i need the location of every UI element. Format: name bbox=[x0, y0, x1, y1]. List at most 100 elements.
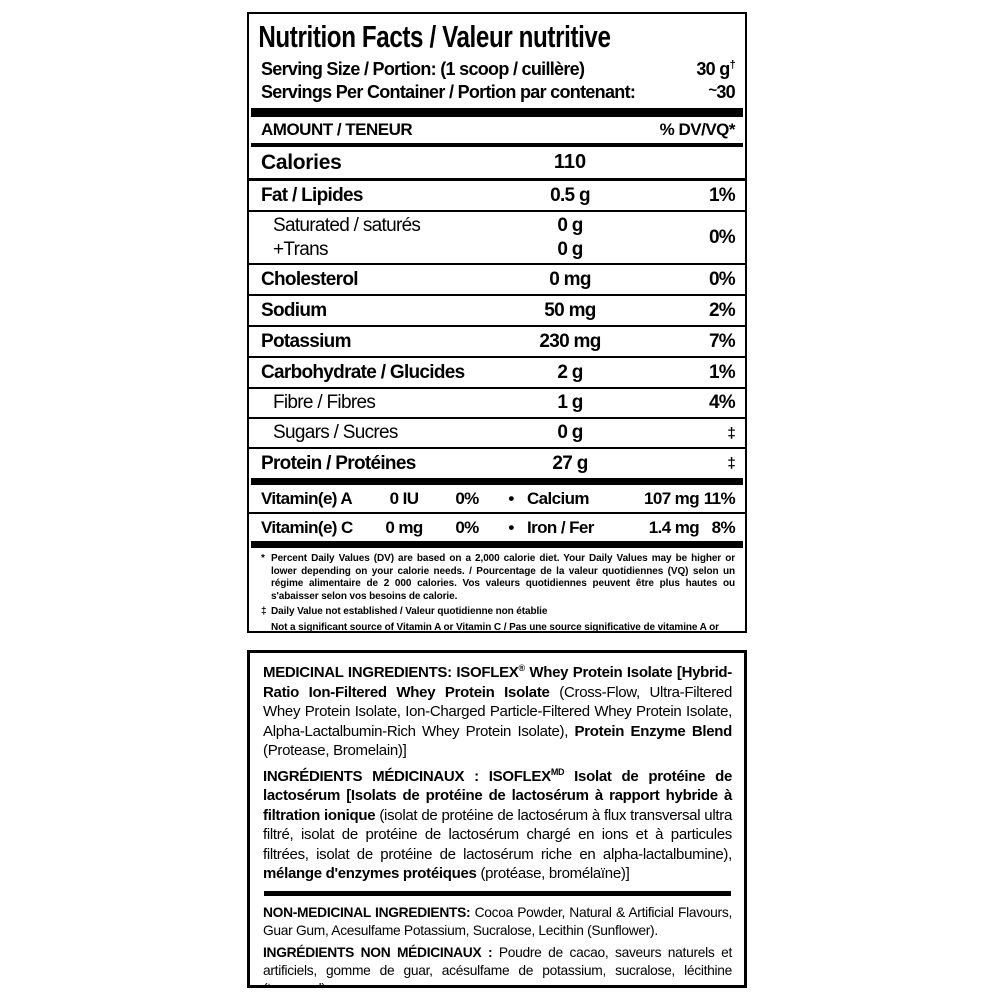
nutrient-amount: 27 g bbox=[552, 452, 588, 474]
nutrient-label: Fibre / Fibres bbox=[273, 392, 376, 413]
registered-trademark-symbol: ® bbox=[518, 663, 525, 673]
mineral-name: Calcium bbox=[527, 488, 590, 508]
nutrient-dv: 1% bbox=[708, 184, 736, 206]
calories-label: Calories bbox=[261, 150, 342, 174]
footnote-not-established: ‡ Daily Value not established / Valeur q… bbox=[261, 606, 735, 619]
column-header-row: AMOUNT / TENEUR % DV/VQ* bbox=[249, 117, 745, 143]
ingredient-segment: mélange d'enzymes protéiques bbox=[263, 865, 481, 882]
nutrient-row-saturated-trans: Saturated / saturés +Trans 0 g 0 g 0% bbox=[249, 212, 745, 265]
ingredient-segment: INGRÉDIENTS MÉDICINAUX : ISOFLEX bbox=[263, 767, 551, 785]
nutrient-row-cholesterol: Cholesterol 0 mg 0% bbox=[249, 265, 745, 296]
md-trademark-symbol: MD bbox=[550, 766, 565, 777]
footnote-not-significant: Not a significant source of Vitamin A or… bbox=[261, 621, 735, 633]
nutrient-label: +Trans bbox=[273, 238, 328, 260]
vitamin-name: Vitamin(e) C bbox=[261, 517, 353, 537]
vitamin-amount: 0 mg bbox=[385, 517, 423, 537]
nutrient-dv: 0% bbox=[708, 226, 736, 248]
vitamin-name: Vitamin(e) A bbox=[261, 488, 353, 508]
nutrition-facts-panel: Nutrition Facts / Valeur nutritive Servi… bbox=[247, 12, 747, 633]
serving-size-value: 30 g† bbox=[696, 59, 736, 79]
ingredient-segment: (Cross-Flow, Ultra-Filtered Whey Protein… bbox=[263, 683, 732, 740]
nutrient-dv: 4% bbox=[708, 392, 736, 413]
calories-value: 110 bbox=[553, 151, 587, 173]
nutrient-amount: 0.5 g bbox=[550, 184, 591, 206]
non-medicinal-ingredients-fr: INGRÉDIENTS NON MÉDICINAUX : Poudre de c… bbox=[263, 944, 732, 988]
nutrient-row-potassium: Potassium 230 mg 7% bbox=[249, 327, 745, 358]
nutrient-row-sodium: Sodium 50 mg 2% bbox=[249, 296, 745, 327]
footnotes-block: * Percent Daily Values (DV) are based on… bbox=[249, 548, 745, 633]
bullet-separator: • bbox=[508, 517, 514, 537]
ingredient-segment: Poudre de cacao, saveurs naturels et art… bbox=[263, 944, 732, 988]
nutrient-label: Cholesterol bbox=[261, 268, 359, 290]
ingredient-segment: Isolat de protéine de lactosérum [Isolat… bbox=[263, 767, 732, 824]
panel-title: Nutrition Facts / Valeur nutritive bbox=[258, 19, 611, 54]
serving-size-row: Serving Size / Portion: (1 scoop / cuill… bbox=[249, 55, 745, 80]
ingredient-segment: Whey Protein Isolate [Hybrid-Ratio Ion-F… bbox=[263, 664, 732, 701]
micronutrient-row-a-calcium: Vitamin(e) A 0 IU 0% • Calcium 107 mg 11… bbox=[249, 485, 745, 514]
mineral-amount: 1.4 mg bbox=[648, 517, 700, 537]
divider-bar-thick bbox=[251, 108, 743, 117]
mineral-name: Iron / Fer bbox=[527, 517, 594, 537]
nutrient-row-carbohydrate: Carbohydrate / Glucides 2 g 1% bbox=[249, 358, 745, 389]
nutrient-dv: 0% bbox=[708, 268, 736, 290]
dv-header-label: % DV/VQ* bbox=[659, 120, 736, 139]
nutrient-label: Protein / Protéines bbox=[261, 452, 416, 474]
mineral-amount: 107 mg bbox=[644, 488, 700, 508]
nutrient-row-protein: Protein / Protéines 27 g ‡ bbox=[249, 449, 745, 478]
nutrient-dv: ‡ bbox=[727, 455, 735, 472]
calories-row: Calories 110 bbox=[249, 147, 745, 181]
footnote-daily-values: * Percent Daily Values (DV) are based on… bbox=[261, 553, 735, 603]
nutrient-label: Fat / Lipides bbox=[261, 184, 363, 206]
ingredient-segment: Protein Enzyme Blend bbox=[574, 722, 733, 740]
ingredient-segment: INGRÉDIENTS NON MÉDICINAUX : bbox=[263, 944, 499, 960]
ingredient-segment: (isolat de protéine de lactosérum à flux… bbox=[263, 806, 732, 863]
nutrient-amount: 2 g bbox=[557, 361, 583, 383]
ingredient-segment: (protéase, bromélaïne)] bbox=[480, 865, 630, 882]
nutrient-label: Saturated / saturés bbox=[273, 214, 421, 236]
nutrient-dv: 2% bbox=[708, 299, 736, 321]
ingredient-segment: NON-MEDICINAL INGREDIENTS: bbox=[263, 904, 475, 920]
servings-per-container-row: Servings Per Container / Portion par con… bbox=[249, 80, 745, 103]
nutrient-amount: 0 g bbox=[557, 238, 583, 260]
dagger-symbol: † bbox=[729, 59, 736, 71]
nutrient-dv: 1% bbox=[708, 361, 736, 383]
nutrient-label: Sodium bbox=[261, 299, 327, 321]
footnote-text: Not a significant source of Vitamin A or… bbox=[271, 621, 719, 633]
approx-tilde: ~ bbox=[708, 82, 717, 99]
nutrient-amount: 0 g bbox=[557, 422, 583, 443]
divider-bar-thick bbox=[264, 890, 731, 896]
nutrient-dv: ‡ bbox=[727, 424, 735, 442]
nutrient-row-sugars: Sugars / Sucres 0 g ‡ bbox=[249, 419, 745, 449]
medicinal-ingredients-fr: INGRÉDIENTS MÉDICINAUX : ISOFLEXMD Isola… bbox=[263, 763, 732, 884]
servings-value: ~30 bbox=[708, 82, 735, 102]
mineral-dv: 11% bbox=[703, 488, 736, 508]
bullet-separator: • bbox=[508, 488, 514, 508]
serving-size-label: Serving Size / Portion: (1 scoop / cuill… bbox=[261, 59, 585, 79]
nutrient-row-fibre: Fibre / Fibres 1 g 4% bbox=[249, 389, 745, 419]
vitamin-amount: 0 IU bbox=[389, 488, 419, 508]
footnote-text: Daily Value not established / Valeur quo… bbox=[271, 606, 548, 617]
servings-label: Servings Per Container / Portion par con… bbox=[261, 82, 636, 102]
ingredient-segment: Cocoa Powder, Natural & Artificial Flavo… bbox=[263, 904, 732, 938]
divider-bar-thick bbox=[251, 541, 743, 548]
nutrient-label: Sugars / Sucres bbox=[273, 422, 398, 443]
divider-bar-thick bbox=[251, 478, 743, 485]
nutrient-amount: 50 mg bbox=[544, 299, 596, 321]
footnote-text: Percent Daily Values (DV) are based on a… bbox=[271, 553, 735, 602]
mineral-dv: 8% bbox=[711, 517, 736, 537]
divider-bar-medium bbox=[251, 143, 743, 147]
nutrient-amount: 0 g bbox=[557, 214, 583, 236]
ingredient-segment: MEDICINAL INGREDIENTS: ISOFLEX bbox=[263, 664, 519, 681]
ingredients-panel: MEDICINAL INGREDIENTS: ISOFLEX® Whey Pro… bbox=[247, 650, 747, 988]
micronutrient-row-c-iron: Vitamin(e) C 0 mg 0% • Iron / Fer 1.4 mg… bbox=[249, 514, 745, 541]
nutrient-label: Carbohydrate / Glucides bbox=[261, 361, 465, 383]
nutrient-dv: 7% bbox=[708, 330, 736, 352]
vitamin-dv: 0% bbox=[455, 488, 479, 508]
nutrient-amount: 230 mg bbox=[539, 330, 601, 352]
asterisk-marker: * bbox=[261, 553, 265, 564]
ingredient-segment: (Protease, Bromelain)] bbox=[263, 742, 407, 759]
medicinal-ingredients-en: MEDICINAL INGREDIENTS: ISOFLEX® Whey Pro… bbox=[263, 659, 732, 761]
non-medicinal-ingredients-en: NON-MEDICINAL INGREDIENTS: Cocoa Powder,… bbox=[263, 904, 732, 940]
nutrient-amount: 0 mg bbox=[549, 268, 591, 290]
